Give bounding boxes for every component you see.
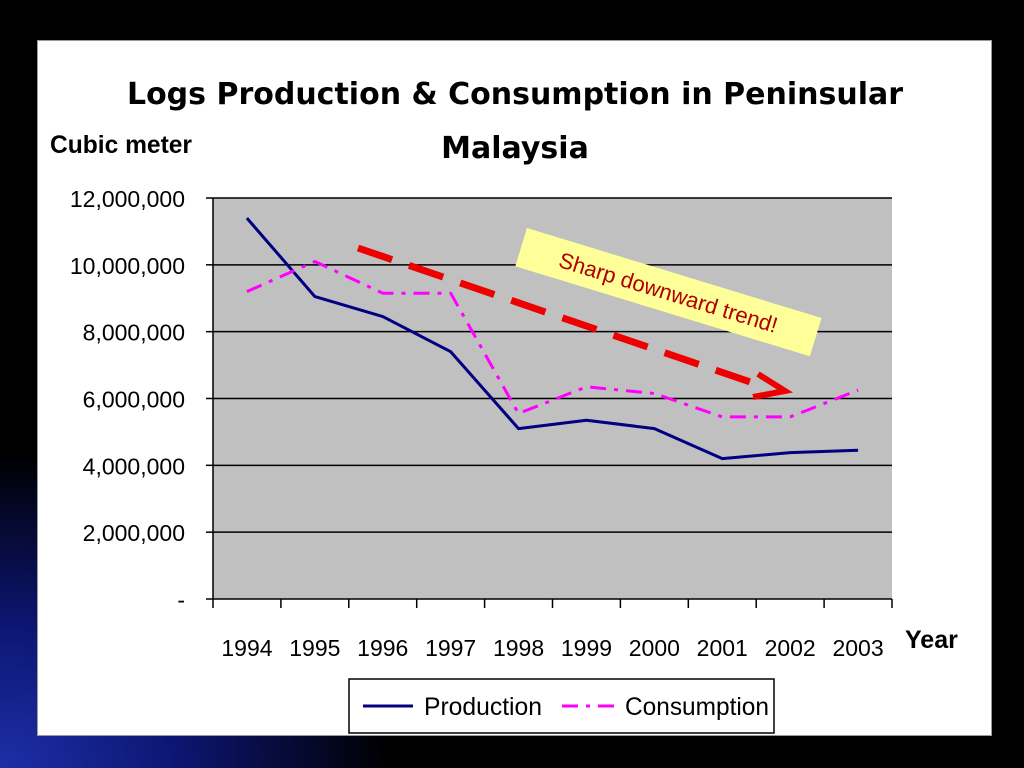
trend-arrow	[356, 244, 794, 400]
y-tick-label: 12,000,000	[70, 186, 185, 212]
x-tick-label: 1999	[561, 635, 612, 661]
x-tick-label: 1997	[425, 635, 476, 661]
legend-consumption-label: Consumption	[625, 693, 769, 721]
y-tick-label: 2,000,000	[83, 520, 185, 546]
y-tick-label: -	[177, 587, 185, 613]
y-tick-label: 8,000,000	[83, 320, 185, 346]
x-tick-label: 2000	[629, 635, 680, 661]
series-line-production	[245, 217, 859, 461]
y-axis-unit-label: Cubic meter	[50, 131, 192, 159]
x-tick-label: 2002	[765, 635, 816, 661]
x-axis-label: Year	[905, 626, 958, 654]
x-tick-label: 2001	[697, 635, 748, 661]
legend: Production Consumption	[348, 678, 775, 734]
y-tick-label: 4,000,000	[83, 453, 185, 479]
x-tick-label: 1994	[221, 635, 272, 661]
x-tick-label: 2003	[832, 635, 883, 661]
x-axis-ticks: 1994 1995 1996 1997 1998 1999 2000 2001 2002 2003	[212, 599, 893, 661]
series-line-consumption	[246, 260, 859, 419]
x-tick-label: 1995	[289, 635, 340, 661]
legend-box	[348, 678, 775, 734]
x-tick-label: 1996	[357, 635, 408, 661]
data-series	[245, 217, 859, 461]
y-tick-label: 6,000,000	[83, 387, 185, 413]
annotation-box	[515, 228, 822, 357]
x-tick-label: 1998	[493, 635, 544, 661]
chart-title-line-2: Malaysia	[441, 131, 589, 166]
legend-production-label: Production	[424, 693, 542, 721]
chart-title-line-1: Logs Production & Consumption in Peninsu…	[127, 77, 903, 112]
y-tick-label: 10,000,000	[70, 253, 185, 279]
y-axis-ticks: - 2,000,000 4,000,000 6,000,000 8,000,000 10,…	[70, 186, 213, 613]
